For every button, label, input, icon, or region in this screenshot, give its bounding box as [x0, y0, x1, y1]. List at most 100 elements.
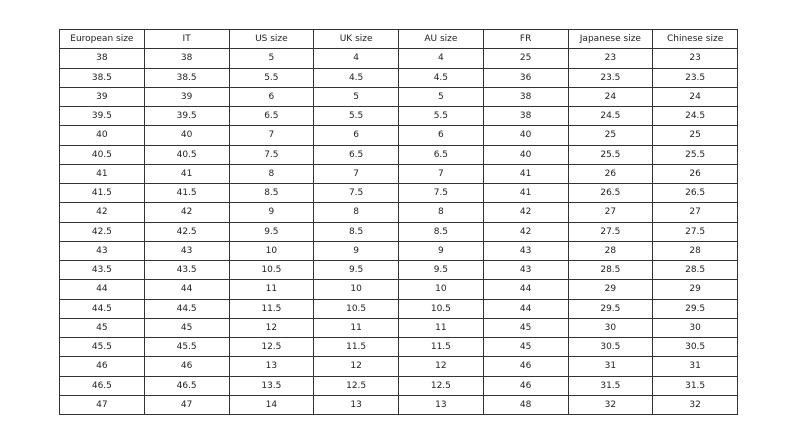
cell: 42 — [482, 202, 569, 223]
cell: 5 — [398, 86, 484, 108]
cell: 5 — [228, 48, 315, 69]
cell: 12 — [313, 356, 399, 377]
cell: 40 — [482, 125, 569, 146]
cell: 42 — [143, 202, 230, 223]
cell: 10 — [313, 279, 399, 300]
cell: 27.5 — [567, 221, 654, 242]
cell: 28 — [567, 240, 654, 262]
cell: 38 — [143, 48, 230, 69]
cell: 11.5 — [313, 336, 399, 358]
cell: 25 — [482, 48, 569, 69]
cell: 25 — [567, 125, 654, 146]
cell: 44 — [143, 279, 230, 300]
cell: 31.5 — [652, 375, 738, 396]
cell: 11 — [398, 317, 484, 339]
cell: 44.5 — [59, 298, 145, 319]
cell: 7 — [313, 163, 399, 185]
cell: 43.5 — [59, 259, 145, 281]
cell: 43 — [143, 240, 230, 262]
header-cell: Chinese size — [652, 28, 738, 50]
cell: 47 — [59, 394, 145, 416]
cell: 27 — [567, 202, 654, 223]
cell: 48 — [482, 394, 569, 416]
data-row: 41 41 8 7 7 41 26 26 — [59, 163, 738, 185]
cell: 40 — [143, 125, 230, 146]
cell: 8.5 — [228, 182, 315, 204]
cell: 38 — [482, 105, 569, 127]
cell: 7 — [398, 163, 484, 185]
cell: 29.5 — [567, 298, 654, 319]
cell: 7 — [228, 125, 315, 146]
cell: 40.5 — [59, 144, 145, 165]
cell: 38 — [482, 86, 569, 108]
cell: 42 — [482, 221, 569, 242]
data-row: 42 42 9 8 8 42 27 27 — [59, 202, 738, 223]
cell: 45.5 — [59, 336, 145, 358]
cell: 46 — [482, 356, 569, 377]
cell: 41 — [482, 182, 569, 204]
data-row: 45 45 12 11 11 45 30 30 — [59, 317, 738, 339]
cell: 13.5 — [228, 375, 315, 396]
cell: 44 — [59, 279, 145, 300]
cell: 23 — [652, 48, 738, 69]
cell: 26 — [652, 163, 738, 185]
cell: 38.5 — [59, 67, 145, 88]
data-row: 42.5 42.5 9.5 8.5 8.5 42 27.5 27.5 — [59, 221, 738, 242]
header-cell: AU size — [398, 28, 484, 50]
cell: 29.5 — [652, 298, 738, 319]
cell: 11.5 — [398, 336, 484, 358]
cell: 38.5 — [143, 67, 230, 88]
data-row: 43.5 43.5 10.5 9.5 9.5 43 28.5 28.5 — [59, 259, 738, 281]
cell: 12 — [228, 317, 315, 339]
data-row: 43 43 10 9 9 43 28 28 — [59, 240, 738, 262]
cell: 9.5 — [228, 221, 315, 242]
cell: 26.5 — [652, 182, 738, 204]
data-row: 46.5 46.5 13.5 12.5 12.5 46 31.5 31.5 — [59, 375, 738, 396]
cell: 30.5 — [652, 336, 738, 358]
cell: 10.5 — [313, 298, 399, 319]
cell: 39.5 — [59, 105, 145, 127]
cell: 28 — [652, 240, 738, 262]
cell: 41.5 — [59, 182, 145, 204]
cell: 11.5 — [228, 298, 315, 319]
cell: 27.5 — [652, 221, 738, 242]
cell: 9 — [313, 240, 399, 262]
cell: 40.5 — [143, 144, 230, 165]
cell: 28.5 — [652, 259, 738, 281]
cell: 4 — [398, 48, 484, 69]
cell: 12.5 — [228, 336, 315, 358]
cell: 26.5 — [567, 182, 654, 204]
cell: 29 — [567, 279, 654, 300]
cell: 24.5 — [652, 105, 738, 127]
cell: 46 — [59, 356, 145, 377]
cell: 9 — [398, 240, 484, 262]
cell: 12.5 — [398, 375, 484, 396]
cell: 10 — [228, 240, 315, 262]
cell: 23 — [567, 48, 654, 69]
cell: 43 — [482, 240, 569, 262]
header-cell: European size — [59, 28, 145, 50]
cell: 41 — [59, 163, 145, 185]
cell: 13 — [313, 394, 399, 416]
data-row: 44.5 44.5 11.5 10.5 10.5 44 29.5 29.5 — [59, 298, 738, 319]
header-cell: US size — [228, 28, 315, 50]
size-table: European size IT US size UK size AU size FR Ja… — [59, 28, 738, 416]
header-cell: UK size — [313, 28, 399, 50]
cell: 23.5 — [652, 67, 738, 88]
cell: 5.5 — [313, 105, 399, 127]
cell: 32 — [652, 394, 738, 416]
cell: 8 — [228, 163, 315, 185]
cell: 39 — [59, 86, 145, 108]
table-body: European size IT US size UK size AU size FR Ja… — [59, 28, 738, 416]
cell: 10 — [398, 279, 484, 300]
cell: 46.5 — [143, 375, 230, 396]
cell: 11 — [313, 317, 399, 339]
cell: 41.5 — [143, 182, 230, 204]
cell: 31 — [652, 356, 738, 377]
cell: 32 — [567, 394, 654, 416]
cell: 24.5 — [567, 105, 654, 127]
cell: 41 — [482, 163, 569, 185]
cell: 7.5 — [398, 182, 484, 204]
header-cell: FR — [482, 28, 569, 50]
